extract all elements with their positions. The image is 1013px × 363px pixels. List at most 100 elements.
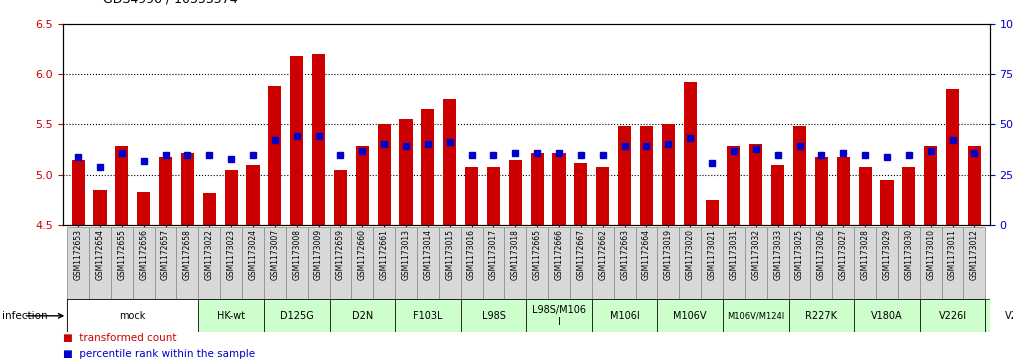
Text: GSM1172665: GSM1172665 — [533, 229, 542, 280]
Text: GSM1173027: GSM1173027 — [839, 229, 848, 280]
Text: infection: infection — [2, 311, 48, 321]
Bar — [308, 227, 329, 299]
Bar — [788, 227, 810, 299]
Bar — [290, 56, 303, 225]
Text: GSM1173012: GSM1173012 — [969, 229, 979, 280]
Text: mock: mock — [120, 311, 146, 321]
Bar — [635, 227, 657, 299]
Bar — [399, 119, 412, 225]
Bar — [745, 227, 767, 299]
Bar — [378, 124, 391, 225]
Bar — [640, 126, 653, 225]
Text: GSM1173023: GSM1173023 — [227, 229, 236, 280]
Bar — [723, 299, 788, 332]
Bar — [159, 156, 172, 225]
Bar — [527, 227, 548, 299]
Text: GSM1173026: GSM1173026 — [816, 229, 826, 280]
Bar — [767, 227, 788, 299]
Bar — [110, 227, 133, 299]
Text: M106V/M124I: M106V/M124I — [727, 311, 784, 320]
Text: GSM1173022: GSM1173022 — [205, 229, 214, 280]
Bar — [421, 109, 435, 225]
Bar — [898, 227, 920, 299]
Text: GSM1172655: GSM1172655 — [118, 229, 127, 280]
Bar — [246, 165, 259, 225]
Bar — [395, 227, 417, 299]
Text: GSM1173032: GSM1173032 — [752, 229, 761, 280]
Bar — [750, 144, 763, 225]
Text: GSM1173016: GSM1173016 — [467, 229, 476, 280]
Bar — [657, 299, 723, 332]
Text: GSM1173019: GSM1173019 — [664, 229, 673, 280]
Text: GSM1173020: GSM1173020 — [686, 229, 695, 280]
Bar — [946, 89, 959, 225]
Text: GSM1172659: GSM1172659 — [336, 229, 345, 280]
Text: GSM1173007: GSM1173007 — [270, 229, 280, 280]
Bar — [942, 227, 963, 299]
Bar — [727, 147, 741, 225]
Bar — [504, 227, 527, 299]
Text: GSM1172662: GSM1172662 — [599, 229, 607, 280]
Bar — [509, 160, 522, 225]
Text: GSM1173011: GSM1173011 — [948, 229, 957, 280]
Bar — [334, 170, 347, 225]
Bar — [592, 227, 614, 299]
Bar — [552, 152, 565, 225]
Text: GSM1172666: GSM1172666 — [554, 229, 563, 280]
Text: M106I: M106I — [610, 311, 639, 321]
Text: R227K: R227K — [805, 311, 838, 321]
Bar — [133, 227, 155, 299]
Bar — [199, 299, 264, 332]
Bar — [203, 193, 216, 225]
Bar — [920, 299, 986, 332]
Bar — [657, 227, 680, 299]
Text: GSM1173030: GSM1173030 — [905, 229, 914, 280]
Bar — [570, 227, 592, 299]
Text: GSM1172664: GSM1172664 — [642, 229, 651, 280]
Bar — [93, 190, 106, 225]
Text: GSM1172657: GSM1172657 — [161, 229, 170, 280]
Bar — [356, 147, 369, 225]
Bar — [837, 156, 850, 225]
Text: L98S/M106
I: L98S/M106 I — [532, 305, 587, 327]
Text: GSM1173018: GSM1173018 — [511, 229, 520, 280]
Bar — [592, 299, 657, 332]
Bar — [986, 299, 1013, 332]
Bar — [417, 227, 439, 299]
Bar — [487, 167, 500, 225]
Bar — [286, 227, 308, 299]
Text: GSM1172656: GSM1172656 — [139, 229, 148, 280]
Bar — [661, 124, 675, 225]
Bar — [788, 299, 854, 332]
Bar — [854, 299, 920, 332]
Bar — [574, 163, 588, 225]
Bar — [461, 227, 482, 299]
Bar — [531, 152, 544, 225]
Text: HK-wt: HK-wt — [217, 311, 245, 321]
Bar — [903, 167, 916, 225]
Bar — [967, 147, 981, 225]
Text: V23A: V23A — [1005, 311, 1013, 321]
Text: GSM1173031: GSM1173031 — [729, 229, 738, 280]
Text: F103L: F103L — [413, 311, 443, 321]
Bar — [833, 227, 854, 299]
Bar — [137, 192, 150, 225]
Text: M106V: M106V — [674, 311, 707, 321]
Text: GSM1173009: GSM1173009 — [314, 229, 323, 280]
Bar — [220, 227, 242, 299]
Text: GSM1173028: GSM1173028 — [861, 229, 869, 280]
Text: GSM1172660: GSM1172660 — [358, 229, 367, 280]
Text: GSM1173029: GSM1173029 — [882, 229, 891, 280]
Bar — [181, 152, 193, 225]
Text: D125G: D125G — [280, 311, 314, 321]
Bar — [72, 160, 85, 225]
Bar — [312, 54, 325, 225]
Text: GSM1172653: GSM1172653 — [74, 229, 83, 280]
Bar — [329, 227, 352, 299]
Bar — [352, 227, 373, 299]
Bar — [268, 86, 282, 225]
Text: GSM1173017: GSM1173017 — [489, 229, 498, 280]
Text: ■  transformed count: ■ transformed count — [63, 333, 176, 343]
Text: GSM1172663: GSM1172663 — [620, 229, 629, 280]
Bar — [705, 200, 718, 225]
